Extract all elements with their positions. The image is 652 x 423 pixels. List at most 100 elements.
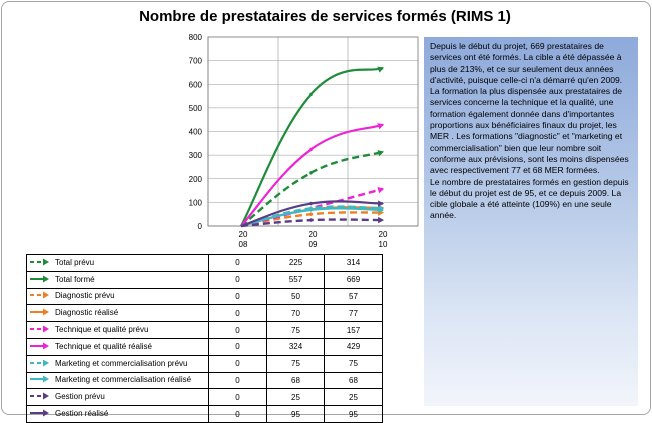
data-point-marker xyxy=(377,66,384,73)
data-label: 77 xyxy=(324,304,383,323)
x-tick-label: 20 09 xyxy=(309,230,318,249)
table-row: Marketing et commercialisation prévu 0 75 7… xyxy=(26,354,383,373)
legend-key-icon xyxy=(29,391,51,401)
y-axis-ticks: 0 100 200 300 400 500 600 700 800 xyxy=(189,33,203,231)
data-label: 324 xyxy=(266,337,325,356)
data-table: Total prévu 0 225 314 Total formé 0 557 669 Diag… xyxy=(26,254,383,423)
table-row: Gestion prévu 0 25 25 xyxy=(26,388,383,407)
table-row: Diagnostic prévu 0 50 57 xyxy=(26,287,383,306)
x-tick-label: 20 10 xyxy=(379,230,388,249)
series-name: Technique et qualité prévu xyxy=(55,325,149,335)
series-legend-cell: Total prévu xyxy=(26,254,209,272)
data-label: 0 xyxy=(208,337,267,356)
data-label: 0 xyxy=(208,254,267,272)
data-label: 70 xyxy=(266,304,325,323)
series-name: Marketing et commercialisation prévu xyxy=(55,358,188,368)
series-name: Gestion réalisé xyxy=(55,409,109,419)
data-label: 95 xyxy=(266,405,325,423)
series-legend-cell: Diagnostic réalisé xyxy=(26,304,209,323)
y-tick-label: 300 xyxy=(189,151,203,160)
data-point-marker xyxy=(309,212,313,216)
chart-title: Nombre de prestataires de services formé… xyxy=(139,8,511,25)
data-label: 0 xyxy=(208,354,267,373)
legend-key-icon xyxy=(29,341,51,351)
data-label: 75 xyxy=(266,321,325,339)
y-tick-label: 0 xyxy=(198,222,203,231)
legend-key-icon xyxy=(29,257,51,267)
table-row: Total prévu 0 225 314 xyxy=(26,254,383,272)
data-label: 314 xyxy=(324,254,383,272)
series-name: Diagnostic réalisé xyxy=(55,308,119,318)
series-name: Technique et qualité réalisé xyxy=(55,341,152,351)
y-tick-label: 800 xyxy=(189,33,203,42)
series-name: Gestion prévu xyxy=(55,392,105,402)
legend-key-icon xyxy=(29,307,51,317)
data-point-marker xyxy=(309,201,313,206)
data-label: 57 xyxy=(324,287,383,306)
data-point-marker xyxy=(378,216,385,224)
series-name: Diagnostic prévu xyxy=(55,291,115,301)
data-point-marker xyxy=(309,147,313,152)
series-legend-cell: Total formé xyxy=(26,270,209,289)
x-axis-ticks: 20 08 20 09 20 10 xyxy=(239,230,388,249)
series-legend-cell: Diagnostic prévu xyxy=(26,287,209,306)
y-tick-label: 600 xyxy=(189,80,203,89)
commentary-paragraph: Le nombre de prestataires formés en gest… xyxy=(430,176,629,221)
data-label: 50 xyxy=(266,287,325,306)
series-name: Marketing et commercialisation réalisé xyxy=(55,375,192,385)
data-label: 0 xyxy=(208,304,267,323)
data-label: 225 xyxy=(266,254,325,272)
data-point-marker xyxy=(378,200,385,207)
series-lines xyxy=(240,66,385,228)
data-point-marker xyxy=(309,208,313,212)
legend-key-icon xyxy=(29,274,51,284)
data-label: 0 xyxy=(208,270,267,289)
data-label: 68 xyxy=(324,371,383,390)
table-row: Marketing et commercialisation réalisé 0 6… xyxy=(26,371,383,390)
series-name: Total prévu xyxy=(55,258,95,267)
table-row: Gestion réalisé 0 95 95 xyxy=(26,405,383,423)
legend-key-icon xyxy=(29,324,51,334)
series-legend-cell: Marketing et commercialisation réalisé xyxy=(26,371,209,390)
legend-key-icon xyxy=(29,408,51,418)
data-label: 75 xyxy=(324,354,383,373)
commentary-box: Depuis le début du projet, 669 prestatai… xyxy=(424,37,638,406)
data-point-marker xyxy=(309,171,313,175)
y-tick-label: 200 xyxy=(189,175,203,184)
series-legend-cell: Technique et qualité prévu xyxy=(26,321,209,339)
data-label: 68 xyxy=(266,371,325,390)
table-row: Diagnostic réalisé 0 70 77 xyxy=(26,304,383,323)
data-label: 669 xyxy=(324,270,383,289)
data-label: 157 xyxy=(324,321,383,339)
y-tick-label: 400 xyxy=(189,128,203,137)
commentary-paragraph: Depuis le début du projet, 669 prestatai… xyxy=(430,41,629,176)
data-point-marker xyxy=(309,218,313,222)
data-label: 0 xyxy=(208,405,267,423)
series-legend-cell: Gestion prévu xyxy=(26,388,209,407)
data-label: 25 xyxy=(266,388,325,407)
data-label: 557 xyxy=(266,270,325,289)
legend-key-icon xyxy=(29,358,51,368)
series-name: Total formé xyxy=(55,274,95,284)
data-point-marker xyxy=(309,92,313,97)
table-row: Technique et qualité prévu 0 75 157 xyxy=(26,321,383,339)
data-label: 0 xyxy=(208,321,267,339)
series-legend-cell: Marketing et commercialisation prévu xyxy=(26,354,209,373)
x-tick-label: 20 08 xyxy=(239,230,248,249)
y-tick-label: 500 xyxy=(189,104,203,113)
table-row: Total formé 0 557 669 xyxy=(26,270,383,289)
data-label: 25 xyxy=(324,388,383,407)
series-legend-cell: Gestion réalisé xyxy=(26,405,209,423)
legend-key-icon xyxy=(29,374,51,384)
data-label: 0 xyxy=(208,371,267,390)
data-label: 95 xyxy=(324,405,383,423)
data-point-marker xyxy=(377,123,384,130)
data-label: 75 xyxy=(266,354,325,373)
data-point-marker xyxy=(377,187,385,194)
data-point-marker xyxy=(377,150,385,157)
data-point-marker xyxy=(378,206,385,214)
y-tick-label: 100 xyxy=(189,198,203,207)
y-tick-label: 700 xyxy=(189,57,203,66)
data-label: 0 xyxy=(208,287,267,306)
